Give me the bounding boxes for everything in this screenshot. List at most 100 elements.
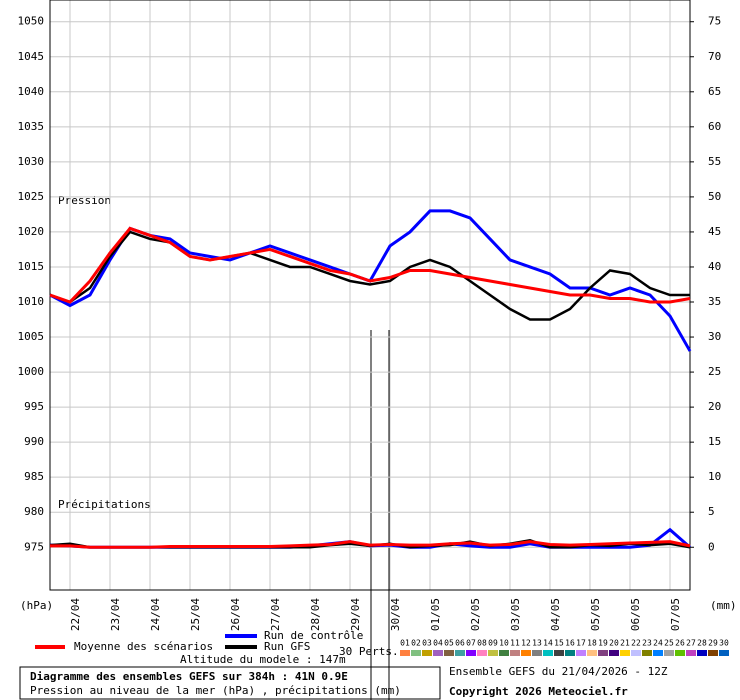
x-tick-label: 22/04 (69, 598, 82, 631)
member-swatch (422, 650, 432, 656)
y2-tick-label: 70 (708, 50, 721, 63)
precip-line (50, 540, 691, 549)
member-label: 18 (587, 639, 597, 648)
y2-tick-label: 10 (708, 470, 721, 483)
member-label: 04 (433, 639, 443, 648)
y2-axis-label: (mm) (710, 599, 737, 612)
member-label: 26 (675, 639, 685, 648)
y2-tick-label: 15 (708, 435, 721, 448)
y-tick-label: 975 (24, 540, 44, 553)
x-tick-label: 28/04 (309, 598, 322, 631)
member-label: 27 (686, 639, 696, 648)
member-label: 23 (642, 639, 652, 648)
y2-tick-label: 20 (708, 400, 721, 413)
y-tick-label: 1015 (18, 260, 45, 273)
member-swatch (499, 650, 509, 656)
member-label: 07 (466, 639, 476, 648)
member-label: 25 (664, 639, 674, 648)
member-swatch (686, 650, 696, 656)
member-swatch (444, 650, 454, 656)
member-label: 12 (521, 639, 531, 648)
member-label: 21 (620, 639, 630, 648)
member-label: 15 (554, 639, 564, 648)
y-tick-label: 1045 (18, 50, 45, 63)
member-label: 17 (576, 639, 586, 648)
member-swatch (653, 650, 663, 656)
member-swatch (488, 650, 498, 656)
y-tick-label: 1050 (18, 15, 45, 28)
member-label: 02 (411, 639, 421, 648)
altitude: Altitude du modele : 147m (180, 653, 346, 666)
chart-subtitle: Pression au niveau de la mer (hPa) , pré… (30, 684, 401, 697)
y2-tick-label: 30 (708, 330, 721, 343)
member-swatch (411, 650, 421, 656)
y-axis-label: (hPa) (20, 599, 53, 612)
y2-tick-label: 25 (708, 365, 721, 378)
member-label: 24 (653, 639, 663, 648)
member-label: 20 (609, 639, 619, 648)
y-tick-label: 1040 (18, 85, 45, 98)
member-label: 29 (708, 639, 718, 648)
member-swatch (543, 650, 553, 656)
x-tick-label: 23/04 (109, 598, 122, 631)
y-tick-label: 980 (24, 505, 44, 518)
member-swatch (609, 650, 619, 656)
member-label: 09 (488, 639, 498, 648)
x-tick-label: 25/04 (189, 598, 202, 631)
member-label: 10 (499, 639, 509, 648)
member-label: 11 (510, 639, 520, 648)
member-swatch (697, 650, 707, 656)
x-tick-label: 30/04 (389, 598, 402, 631)
member-label: 14 (543, 639, 553, 648)
member-swatch (675, 650, 685, 656)
member-swatch (587, 650, 597, 656)
perts-label: 30 Perts. (339, 645, 399, 658)
member-swatch (455, 650, 465, 656)
member-swatch (598, 650, 608, 656)
x-tick-label: 02/05 (469, 598, 482, 631)
y2-tick-label: 60 (708, 120, 721, 133)
legend-label: Run de contrôle (264, 629, 363, 642)
pressure-label: Pression (58, 194, 111, 207)
y2-tick-label: 50 (708, 190, 721, 203)
copyright: Copyright 2026 Meteociel.fr (449, 685, 628, 698)
title-box (19, 666, 441, 700)
member-swatch (466, 650, 476, 656)
precip-label: Précipitations (58, 498, 151, 511)
pressure-line (49, 230, 690, 321)
y-tick-label: 1020 (18, 225, 45, 238)
x-tick-label: 01/05 (429, 598, 442, 631)
x-tick-label: 05/05 (589, 598, 602, 631)
y-tick-label: 1030 (18, 155, 45, 168)
member-swatch (565, 650, 575, 656)
run-label: Ensemble GEFS du 21/04/2026 - 12Z (449, 665, 668, 678)
x-tick-label: 24/04 (149, 598, 162, 631)
chart-title: Diagramme des ensembles GEFS sur 384h : … (30, 670, 348, 683)
member-label: 06 (455, 639, 465, 648)
y2-tick-label: 65 (708, 85, 721, 98)
member-label: 13 (532, 639, 542, 648)
member-swatch (620, 650, 630, 656)
member-swatch (521, 650, 531, 656)
legend-label: Run GFS (264, 640, 310, 653)
member-label: 03 (422, 639, 432, 648)
x-tick-label: 03/05 (509, 598, 522, 631)
member-label: 30 (719, 639, 729, 648)
member-swatch (433, 650, 443, 656)
x-tick-label: 07/05 (669, 598, 682, 631)
member-swatch (664, 650, 674, 656)
member-label: 22 (631, 639, 641, 648)
y2-tick-label: 75 (708, 15, 721, 28)
member-swatch (532, 650, 542, 656)
legend-label: Moyenne des scénarios (74, 640, 213, 653)
y2-tick-label: 45 (708, 225, 721, 238)
y2-tick-label: 55 (708, 155, 721, 168)
member-swatch (477, 650, 487, 656)
member-swatch (631, 650, 641, 656)
y-tick-label: 1025 (18, 190, 45, 203)
member-swatch (510, 650, 520, 656)
member-swatch (400, 650, 410, 656)
y2-tick-label: 35 (708, 295, 721, 308)
y-tick-label: 1010 (18, 295, 45, 308)
